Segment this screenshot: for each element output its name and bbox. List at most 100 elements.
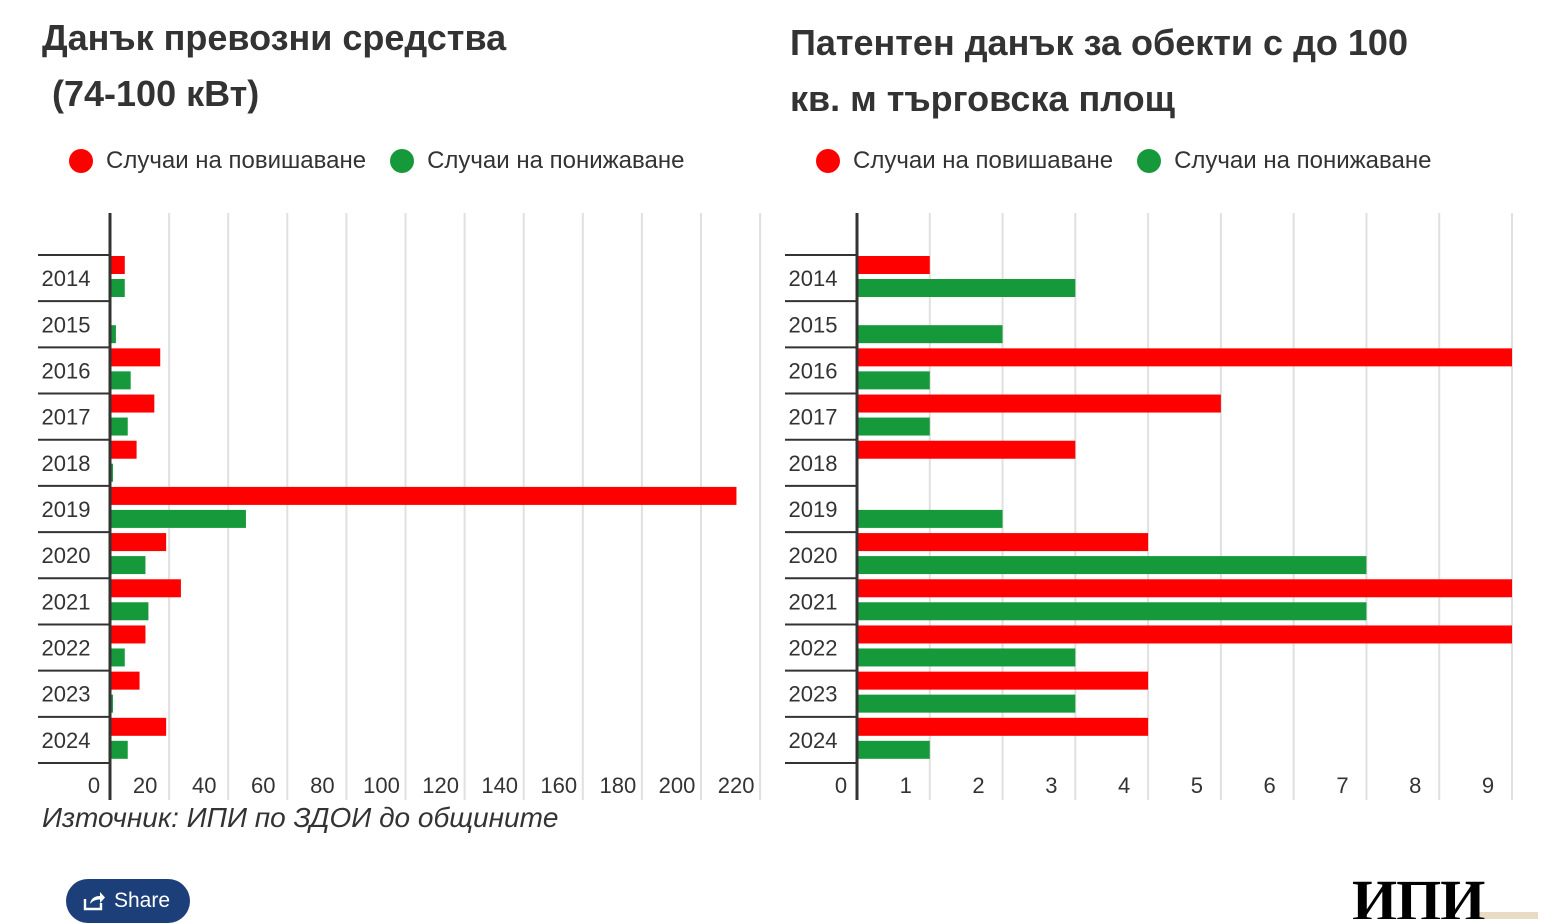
- y-tick-label: 2024: [789, 728, 838, 753]
- y-tick-label: 2015: [42, 312, 91, 337]
- bar-decrease: [110, 602, 149, 621]
- x-tick-label: 9: [1482, 773, 1494, 798]
- y-tick-label: 2016: [789, 358, 838, 383]
- legend-label-increase: Случаи на повишаване: [106, 147, 367, 174]
- y-tick-label: 2017: [789, 405, 838, 430]
- x-tick-label: 20: [133, 773, 157, 798]
- chart-title-vehicle-tax: Данък превозни средства (74-100 кВт): [42, 17, 507, 114]
- logo-accent-bar: [1470, 912, 1538, 919]
- x-tick-label: 80: [310, 773, 334, 798]
- chart-title-patent-tax: Патентен данък за обекти с до 100 кв. м т…: [790, 22, 1408, 119]
- bar-increase: [110, 717, 167, 736]
- legend-patent-tax: Случаи на повишаване Случаи на понижаван…: [816, 147, 1455, 175]
- logo-text: ИПИ: [1352, 870, 1485, 920]
- legend-item-increase[interactable]: Случаи на повишаване: [816, 147, 1113, 175]
- x-tick-label: 100: [363, 773, 400, 798]
- bar-increase: [110, 256, 125, 274]
- bar-increase: [857, 579, 1512, 598]
- legend-marker-decrease: [1137, 149, 1162, 173]
- x-tick-label: 1: [900, 773, 912, 798]
- y-tick-label: 2018: [789, 451, 838, 476]
- bar-decrease: [110, 556, 146, 575]
- legend-marker-increase: [816, 149, 840, 173]
- legend-label-increase: Случаи на повишаване: [853, 147, 1114, 174]
- legend-label-decrease: Случаи на понижаване: [427, 147, 685, 174]
- bar-increase: [110, 348, 161, 367]
- x-tick-label: 7: [1336, 773, 1348, 798]
- bar-increase: [857, 440, 1076, 459]
- bar-increase: [110, 486, 737, 505]
- y-tick-label: 2015: [789, 312, 838, 337]
- y-tick-label: 2020: [789, 543, 838, 568]
- ipi-logo: ИПИ: [1348, 870, 1538, 919]
- x-tick-label: 140: [481, 773, 518, 798]
- bar-increase: [110, 579, 181, 598]
- bar-decrease: [110, 371, 131, 390]
- x-tick-label: 2: [972, 773, 984, 798]
- y-tick-label: 2023: [789, 682, 838, 707]
- x-tick-label: 3: [1045, 773, 1057, 798]
- y-tick-label: 2022: [42, 636, 91, 661]
- x-tick-label: 4: [1118, 773, 1130, 798]
- bar-increase: [857, 717, 1149, 736]
- x-tick-label: 160: [540, 773, 577, 798]
- bar-decrease: [110, 279, 125, 297]
- bar-decrease: [857, 325, 1003, 344]
- bar-decrease: [857, 556, 1367, 575]
- x-tick-label: 0: [88, 773, 100, 798]
- legend-label-decrease: Случаи на понижаване: [1174, 147, 1432, 174]
- share-button[interactable]: Share: [66, 879, 190, 923]
- bar-increase: [857, 533, 1149, 552]
- bar-increase: [857, 625, 1512, 644]
- bar-increase: [857, 394, 1221, 413]
- legend-item-decrease[interactable]: Случаи на понижаване: [390, 147, 684, 175]
- legend-item-decrease[interactable]: Случаи на понижаване: [1137, 147, 1431, 175]
- x-tick-label: 120: [422, 773, 459, 798]
- y-tick-label: 2021: [42, 589, 91, 614]
- y-tick-label: 2020: [42, 543, 91, 568]
- bar-increase: [110, 671, 140, 690]
- bar-decrease: [857, 417, 930, 436]
- x-tick-label: 200: [659, 773, 696, 798]
- bar-increase: [857, 671, 1149, 690]
- bar-increase: [857, 348, 1512, 367]
- bar-decrease: [110, 509, 246, 528]
- y-tick-label: 2018: [42, 451, 91, 476]
- bar-decrease: [857, 371, 930, 390]
- x-tick-label: 5: [1191, 773, 1203, 798]
- x-tick-label: 40: [192, 773, 216, 798]
- x-tick-label: 220: [718, 773, 755, 798]
- share-icon: [83, 892, 105, 911]
- y-tick-label: 2017: [42, 405, 91, 430]
- bar-decrease: [857, 694, 1076, 713]
- legend-vehicle-tax: Случаи на повишаване Случаи на понижаван…: [69, 147, 708, 175]
- x-tick-label: 8: [1409, 773, 1421, 798]
- bar-decrease: [110, 325, 116, 344]
- bar-increase: [110, 394, 155, 413]
- bar-increase: [110, 440, 137, 459]
- bar-decrease: [110, 740, 128, 759]
- y-tick-label: 2014: [789, 266, 838, 291]
- bar-decrease: [857, 740, 930, 759]
- bar-decrease: [110, 648, 125, 667]
- x-tick-label: 60: [251, 773, 275, 798]
- x-tick-label: 0: [835, 773, 847, 798]
- x-tick-label: 6: [1264, 773, 1276, 798]
- legend-marker-decrease: [390, 149, 415, 173]
- bar-increase: [110, 533, 167, 552]
- bar-increase: [857, 256, 930, 274]
- y-tick-label: 2023: [42, 682, 91, 707]
- legend-item-increase[interactable]: Случаи на повишаване: [69, 147, 366, 175]
- source-note: Източник: ИПИ по ЗДОИ до общините: [42, 802, 559, 833]
- y-tick-label: 2014: [42, 266, 91, 291]
- y-tick-label: 2016: [42, 358, 91, 383]
- bar-decrease: [857, 602, 1367, 621]
- y-tick-label: 2019: [789, 497, 838, 522]
- bar-decrease: [857, 279, 1076, 297]
- share-label: Share: [114, 889, 171, 912]
- bar-increase: [110, 625, 146, 644]
- x-tick-label: 180: [600, 773, 637, 798]
- bar-decrease: [857, 648, 1076, 667]
